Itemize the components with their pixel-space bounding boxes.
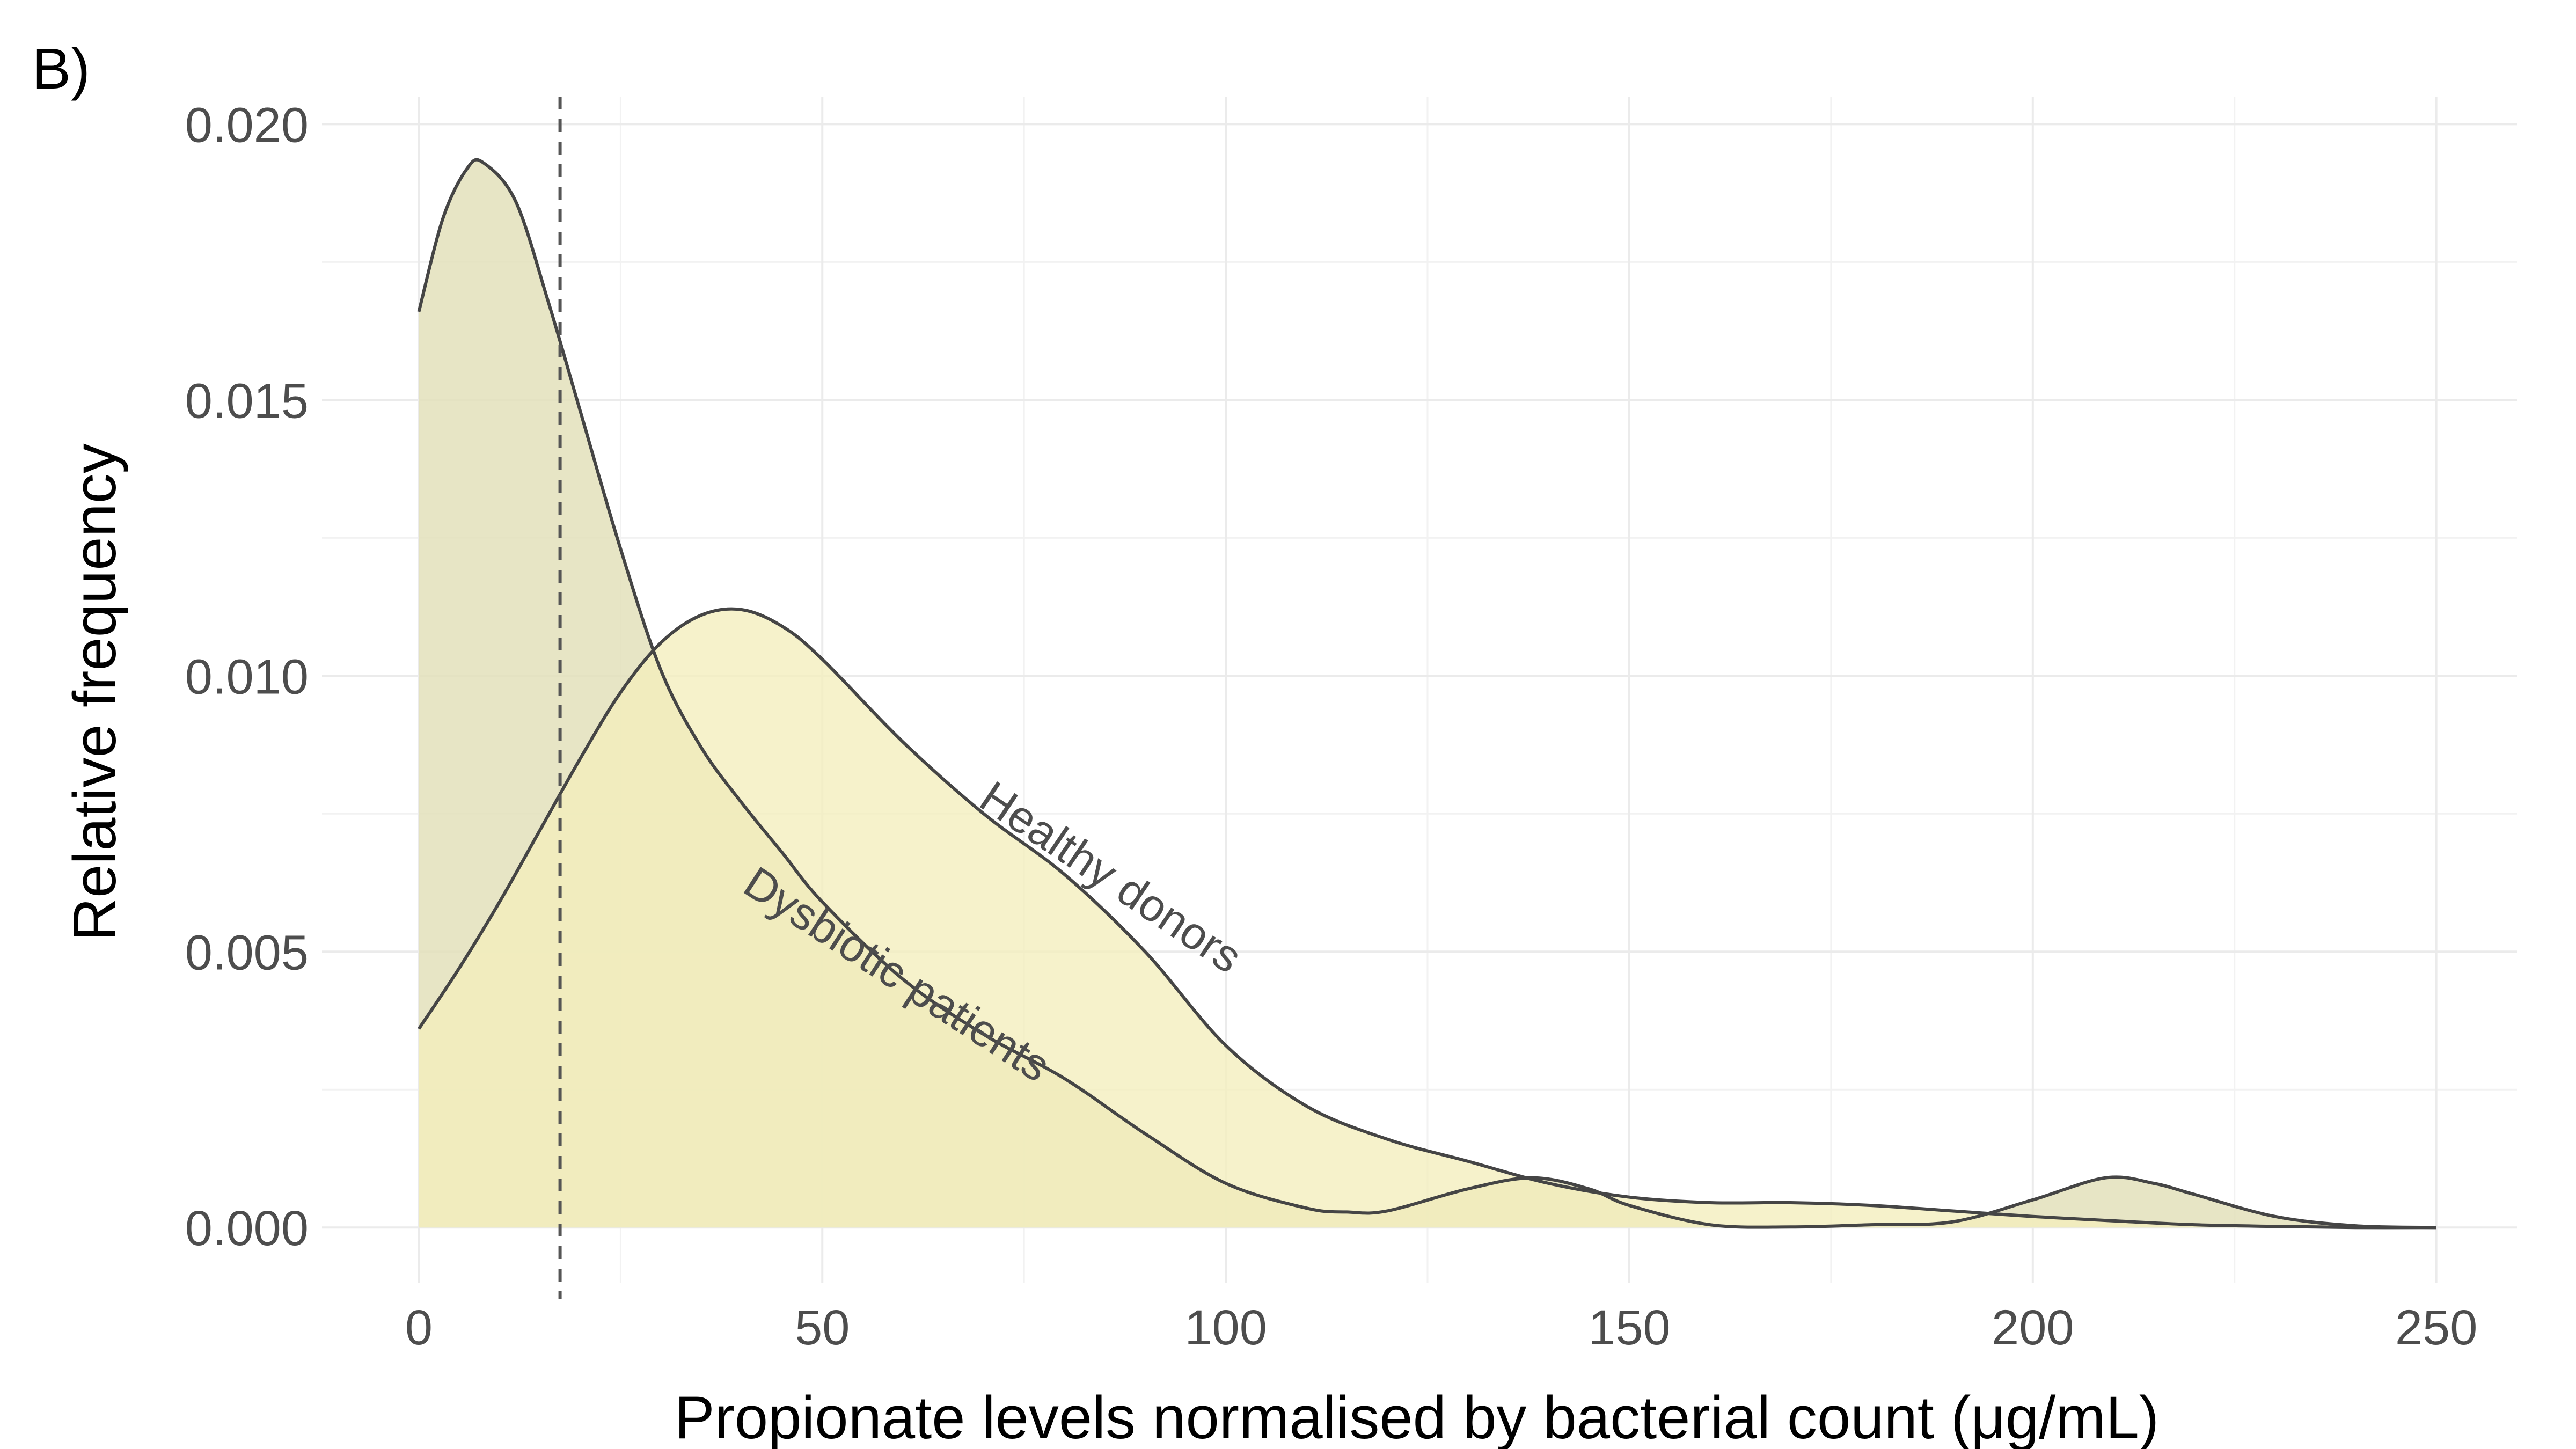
y-axis-ticks: 0.000 0.005 0.010 0.015 0.020 — [185, 98, 309, 1256]
y-axis-title: Relative frequency — [61, 443, 128, 941]
density-curves — [417, 158, 2436, 1230]
x-tick-label: 100 — [1184, 1300, 1267, 1355]
curve-healthy-donors — [417, 607, 2436, 1230]
y-tick-label: 0.020 — [185, 98, 309, 152]
curve-dysbiotic-patients — [417, 158, 2436, 1230]
x-tick-label: 200 — [1992, 1300, 2074, 1355]
density-areas — [419, 159, 2436, 1228]
x-axis-ticks: 0 50 100 150 200 250 — [405, 1300, 2478, 1355]
x-tick-label: 50 — [795, 1300, 850, 1355]
y-tick-label: 0.010 — [185, 649, 309, 704]
y-tick-label: 0.015 — [185, 374, 309, 428]
panel-label: B) — [32, 36, 90, 101]
x-tick-label: 0 — [405, 1300, 433, 1355]
y-tick-label: 0.000 — [185, 1201, 309, 1256]
x-tick-label: 250 — [2395, 1300, 2478, 1355]
x-tick-label: 150 — [1588, 1300, 1671, 1355]
area-healthy-donors — [419, 609, 2436, 1228]
y-tick-label: 0.005 — [185, 925, 309, 980]
x-axis-title: Propionate levels normalised by bacteria… — [675, 1384, 2159, 1449]
